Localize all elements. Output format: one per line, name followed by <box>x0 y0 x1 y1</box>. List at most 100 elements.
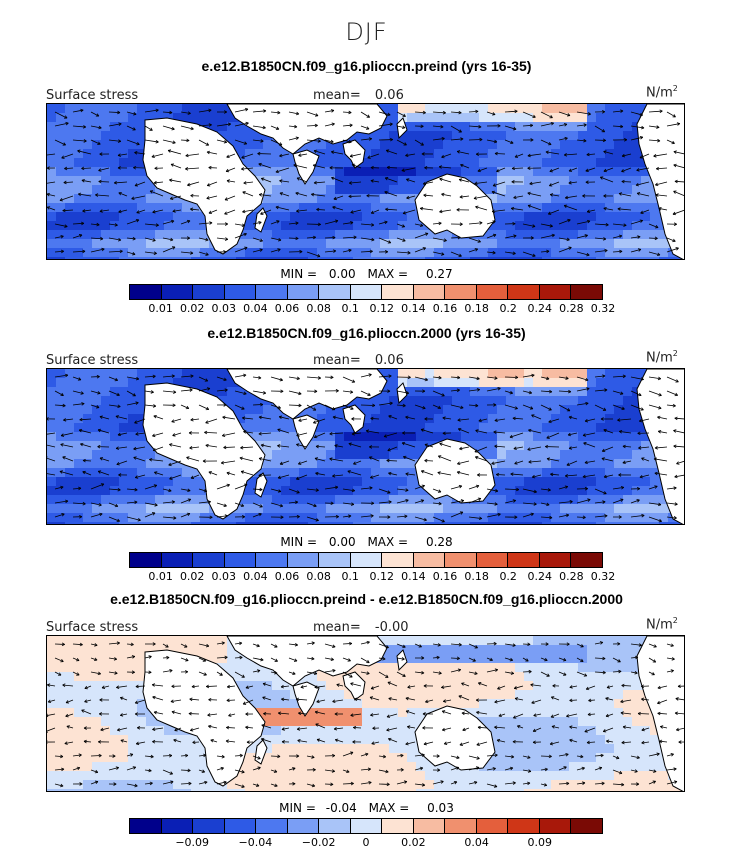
field-cell <box>416 636 426 646</box>
field-cell <box>560 185 570 195</box>
field-cell <box>650 248 660 258</box>
wind-arrow <box>118 192 128 197</box>
field-cell <box>56 672 66 682</box>
wind-arrow <box>90 236 104 241</box>
field-cell <box>308 744 318 754</box>
wind-arrow <box>270 404 281 410</box>
wind-arrow <box>378 488 391 494</box>
field-cell <box>245 423 255 433</box>
field-cell <box>497 699 507 709</box>
field-cell <box>200 369 210 379</box>
wind-arrow <box>492 181 506 187</box>
field-cell <box>56 432 66 442</box>
field-cell <box>479 681 489 691</box>
field-cell <box>650 212 660 222</box>
field-cell <box>515 203 525 213</box>
field-cell <box>92 239 102 249</box>
field-cell <box>182 203 192 213</box>
field-cell <box>479 636 489 646</box>
wind-arrow <box>648 516 662 523</box>
panel-3-map <box>46 635 685 792</box>
field-cell <box>119 176 129 186</box>
wind-arrow <box>635 181 650 187</box>
field-cell <box>83 203 93 213</box>
wind-arrow <box>198 500 211 504</box>
field-cell <box>344 468 354 478</box>
field-cell <box>110 762 120 772</box>
wind-arrow <box>78 192 92 197</box>
field-cell <box>65 789 75 791</box>
wind-arrow <box>584 460 596 465</box>
wind-arrow <box>306 111 319 117</box>
field-cell <box>479 248 489 258</box>
field-cell <box>281 194 291 204</box>
wind-arrow <box>298 418 308 422</box>
field-cell <box>587 396 597 406</box>
field-cell <box>254 504 264 514</box>
field-cell <box>551 636 561 646</box>
wind-arrow <box>191 684 200 689</box>
field-cell <box>380 468 390 478</box>
colorbar-swatch <box>413 285 446 299</box>
wind-arrow <box>360 403 376 408</box>
field-cell <box>443 396 453 406</box>
field-cell <box>74 387 84 397</box>
panel-2-min-label: MIN = <box>280 535 318 549</box>
field-cell <box>632 468 642 478</box>
field-cell <box>470 699 480 709</box>
wind-arrow <box>108 487 121 492</box>
field-cell <box>245 681 255 691</box>
field-cell <box>155 212 165 222</box>
field-cell <box>299 257 309 259</box>
wind-arrow <box>108 139 122 143</box>
field-cell <box>218 113 228 123</box>
field-cell <box>587 504 597 514</box>
field-cell <box>83 396 93 406</box>
field-cell <box>569 717 579 727</box>
field-cell <box>614 636 624 646</box>
wind-arrow <box>72 249 86 254</box>
field-cell <box>542 113 552 123</box>
field-cell <box>344 708 354 718</box>
field-cell <box>290 522 300 524</box>
field-cell <box>56 789 66 791</box>
field-cell <box>425 387 435 397</box>
field-cell <box>452 636 462 646</box>
field-cell <box>542 753 552 763</box>
land-mass <box>254 207 268 233</box>
field-cell <box>146 239 156 249</box>
wind-arrow <box>365 429 380 434</box>
field-cell <box>47 432 57 442</box>
wind-arrow <box>641 684 650 689</box>
field-cell <box>92 378 102 388</box>
wind-arrow <box>288 376 300 381</box>
field-cell <box>74 140 84 150</box>
field-cell <box>317 212 327 222</box>
wind-arrow <box>314 710 326 715</box>
field-cell <box>164 735 174 745</box>
panel-1-mean-value: 0.06 <box>374 88 404 103</box>
field-cell <box>587 717 597 727</box>
field-cell <box>173 753 183 763</box>
field-cell <box>407 131 417 141</box>
wind-arrow <box>360 514 374 518</box>
field-cell <box>632 717 642 727</box>
wind-arrow <box>585 685 596 691</box>
field-cell <box>155 194 165 204</box>
wind-arrow <box>378 122 393 127</box>
field-cell <box>128 468 138 478</box>
wind-arrow <box>504 404 518 410</box>
field-cell <box>398 239 408 249</box>
field-cell <box>191 230 201 240</box>
field-cell <box>47 450 57 460</box>
field-cell <box>623 131 633 141</box>
field-cell <box>542 432 552 442</box>
field-cell <box>245 131 255 141</box>
wind-arrow <box>528 460 542 464</box>
field-cell <box>164 459 174 469</box>
wind-arrow <box>491 190 506 197</box>
wind-arrow <box>407 685 416 689</box>
field-cell <box>488 113 498 123</box>
field-cell <box>272 158 282 168</box>
field-cell <box>587 762 597 772</box>
